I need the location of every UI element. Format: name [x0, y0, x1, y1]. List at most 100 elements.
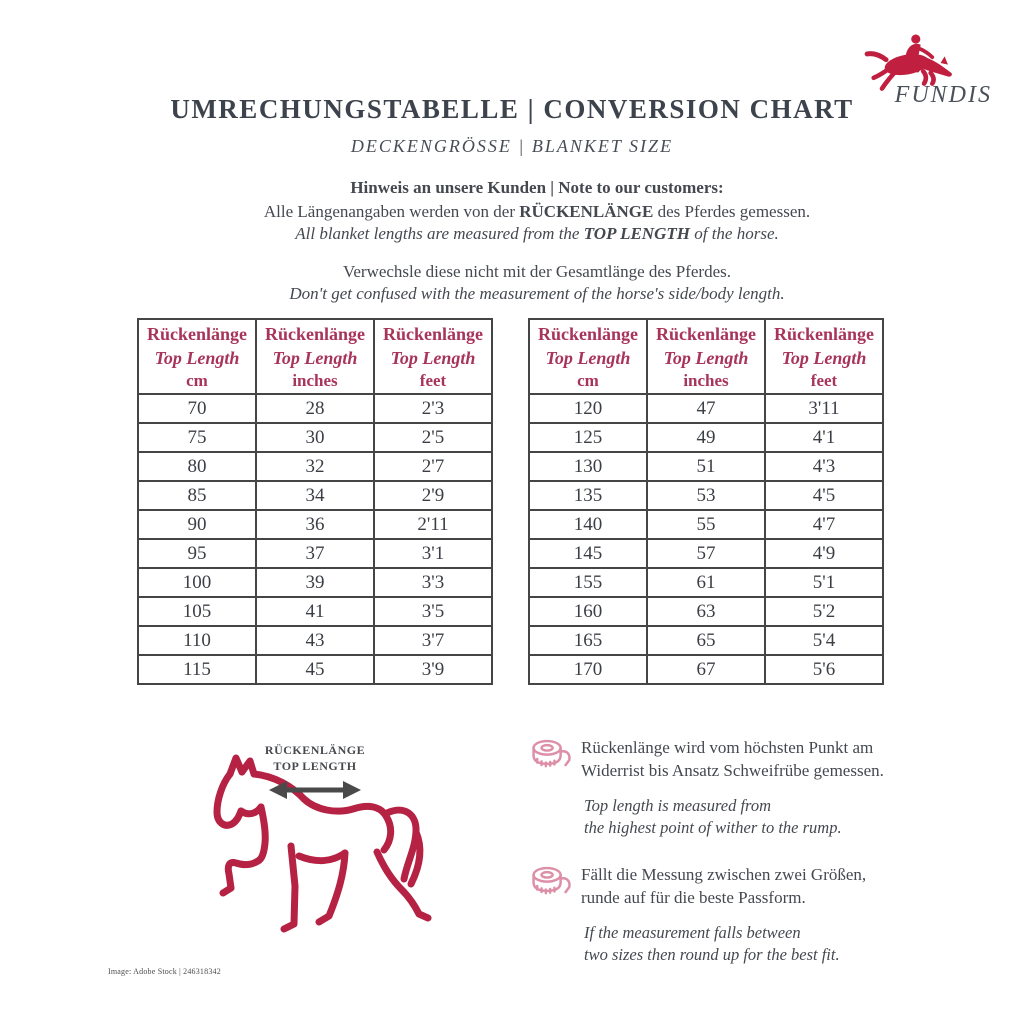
brand-name: FUNDIS: [894, 82, 992, 108]
table-row: 155 61 5'1: [528, 567, 884, 598]
conversion-table-left: Rückenlänge Top Length cm Rückenlänge To…: [137, 318, 493, 685]
table-cell: 32: [255, 451, 375, 482]
table-cell: 49: [646, 422, 766, 453]
table-cell: 110: [137, 625, 257, 656]
tape-measure-icon: [531, 865, 573, 902]
table-cell: 125: [528, 422, 648, 453]
table-row: 70 28 2'3: [137, 393, 493, 424]
table-cell: 75: [137, 422, 257, 453]
table-cell: 67: [646, 654, 766, 685]
table-row: 125 49 4'1: [528, 422, 884, 453]
table-cell: 3'5: [373, 596, 493, 627]
note-en: All blanket lengths are measured from th…: [295, 224, 779, 243]
table-cell: 120: [528, 393, 648, 424]
tip-en: Top length is measured from the highest p…: [584, 796, 842, 837]
table-cell: 2'3: [373, 393, 493, 424]
table-cell: 3'7: [373, 625, 493, 656]
table-row: 95 37 3'1: [137, 538, 493, 569]
column-header-cm: Rückenlänge Top Length cm: [137, 318, 257, 395]
confusion-note-de: Verwechsle diese nicht mit der Gesamtlän…: [342, 262, 732, 281]
table-cell: 70: [137, 393, 257, 424]
table-cell: 2'7: [373, 451, 493, 482]
table-cell: 36: [255, 509, 375, 540]
table-cell: 55: [646, 509, 766, 540]
table-cell: 140: [528, 509, 648, 540]
table-cell: 80: [137, 451, 257, 482]
measurement-label-de: RÜCKENLÄNGE: [264, 743, 366, 757]
table-cell: 130: [528, 451, 648, 482]
table-row: 135 53 4'5: [528, 480, 884, 511]
table-cell: 2'11: [373, 509, 493, 540]
table-row: 80 32 2'7: [137, 451, 493, 482]
table-cell: 34: [255, 480, 375, 511]
table-cell: 85: [137, 480, 257, 511]
table-row: 105 41 3'5: [137, 596, 493, 627]
table-cell: 90: [137, 509, 257, 540]
table-row: 165 65 5'4: [528, 625, 884, 656]
table-row: 140 55 4'7: [528, 509, 884, 540]
table-cell: 100: [137, 567, 257, 598]
tip-de: Rückenlänge wird vom höchsten Punkt am Wi…: [581, 738, 884, 780]
image-credit: Image: Adobe Stock | 246318342: [108, 967, 221, 976]
table-row: 130 51 4'3: [528, 451, 884, 482]
table-row: 145 57 4'9: [528, 538, 884, 569]
table-row: 90 36 2'11: [137, 509, 493, 540]
double-arrow-icon: [269, 781, 361, 799]
table-cell: 28: [255, 393, 375, 424]
measurement-label-en: TOP LENGTH: [273, 759, 357, 773]
measuring-tips: Rückenlänge wird vom höchsten Punkt am Wi…: [531, 736, 931, 990]
table-cell: 160: [528, 596, 648, 627]
tape-measure-icon: [531, 738, 573, 775]
table-row: 110 43 3'7: [137, 625, 493, 656]
table-cell: 5'6: [764, 654, 884, 685]
column-header-inches: Rückenlänge Top Length inches: [255, 318, 375, 395]
table-cell: 43: [255, 625, 375, 656]
table-cell: 115: [137, 654, 257, 685]
table-cell: 45: [255, 654, 375, 685]
table-cell: 57: [646, 538, 766, 569]
table-cell: 4'9: [764, 538, 884, 569]
table-cell: 145: [528, 538, 648, 569]
note-de: Alle Längenangaben werden von der RÜCKEN…: [263, 202, 811, 221]
column-header-feet: Rückenlänge Top Length feet: [373, 318, 493, 395]
table-row: 120 47 3'11: [528, 393, 884, 424]
table-cell: 4'7: [764, 509, 884, 540]
column-header-cm: Rückenlänge Top Length cm: [528, 318, 648, 395]
table-cell: 155: [528, 567, 648, 598]
table-row: 170 67 5'6: [528, 654, 884, 685]
table-cell: 65: [646, 625, 766, 656]
table-cell: 53: [646, 480, 766, 511]
tip-de: Fällt die Messung zwischen zwei Größen, r…: [581, 865, 867, 907]
table-cell: 47: [646, 393, 766, 424]
table-row: 160 63 5'2: [528, 596, 884, 627]
table-cell: 3'3: [373, 567, 493, 598]
customer-note-heading: Hinweis an unsere Kunden | Note to our c…: [350, 178, 724, 197]
table-cell: 135: [528, 480, 648, 511]
confusion-note-en: Don't get confused with the measurement …: [289, 284, 785, 303]
page-title: UMRECHUNGSTABELLE | CONVERSION CHART: [170, 94, 854, 124]
table-cell: 165: [528, 625, 648, 656]
table-row: 85 34 2'9: [137, 480, 493, 511]
table-cell: 2'5: [373, 422, 493, 453]
horse-diagram: RÜCKENLÄNGE TOP LENGTH: [158, 738, 468, 978]
table-cell: 4'1: [764, 422, 884, 453]
table-cell: 3'1: [373, 538, 493, 569]
tip-item: Rückenlänge wird vom höchsten Punkt am Wi…: [531, 736, 931, 839]
table-row: 100 39 3'3: [137, 567, 493, 598]
table-cell: 95: [137, 538, 257, 569]
table-cell: 5'4: [764, 625, 884, 656]
table-cell: 30: [255, 422, 375, 453]
customer-note: Hinweis an unsere Kunden | Note to our c…: [50, 177, 1024, 245]
table-cell: 105: [137, 596, 257, 627]
table-cell: 4'3: [764, 451, 884, 482]
table-cell: 2'9: [373, 480, 493, 511]
table-cell: 39: [255, 567, 375, 598]
jumping-horse-icon: [864, 34, 952, 91]
table-row: 75 30 2'5: [137, 422, 493, 453]
table-cell: 170: [528, 654, 648, 685]
column-header-feet: Rückenlänge Top Length feet: [764, 318, 884, 395]
table-cell: 61: [646, 567, 766, 598]
horse-outline-icon: [213, 754, 432, 933]
page-subtitle: DECKENGRÖSSE | BLANKET SIZE: [350, 136, 674, 156]
